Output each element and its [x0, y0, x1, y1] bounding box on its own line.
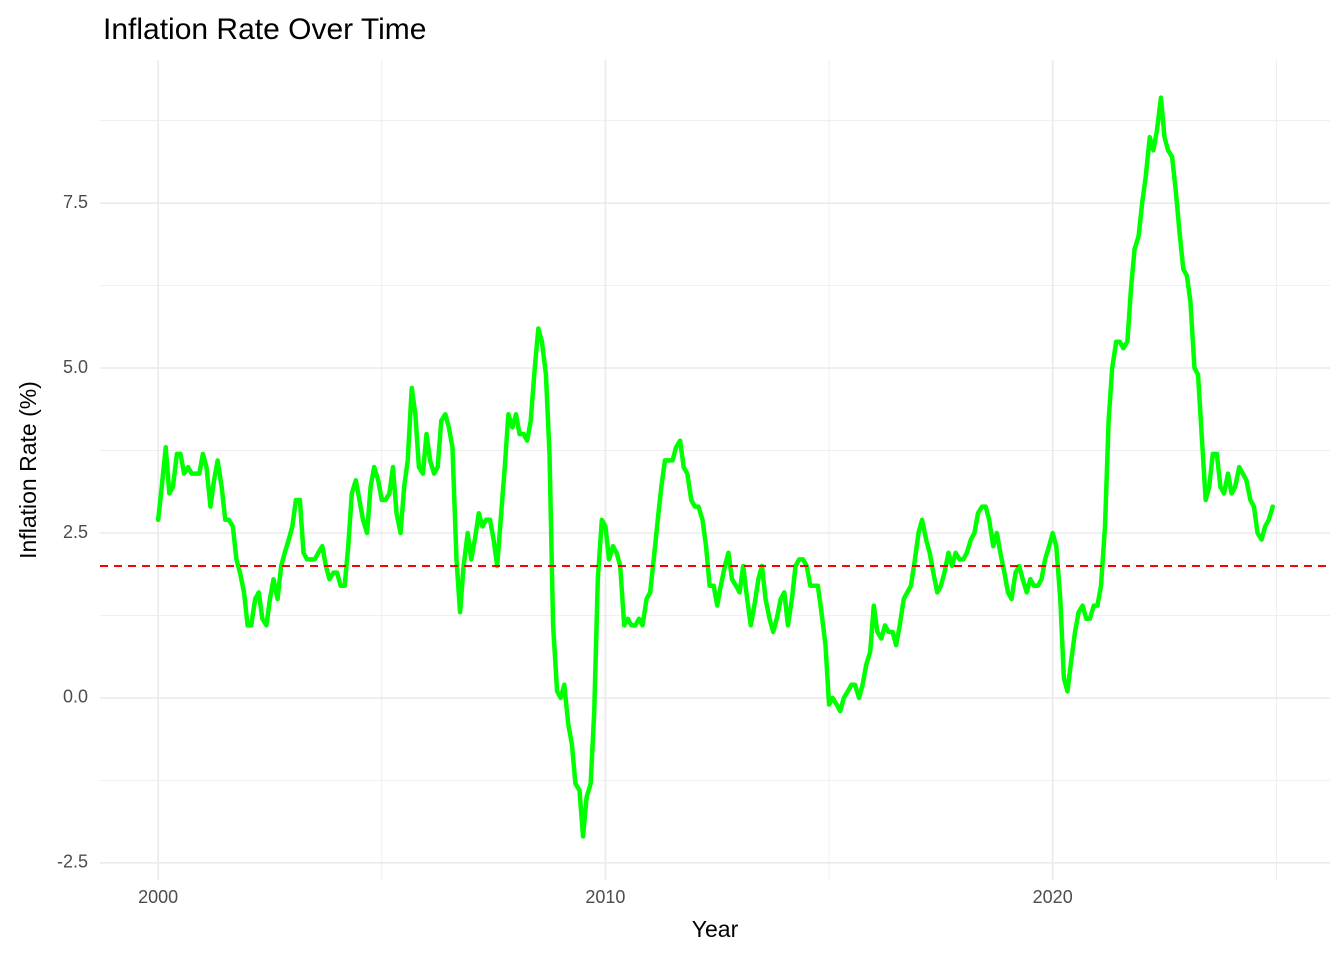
y-axis-title: Inflation Rate (%): [15, 381, 41, 559]
data-line: [155, 95, 1275, 839]
grid: [100, 60, 1330, 880]
y-tick-label: -2.5: [57, 852, 88, 872]
x-tick-label: 2000: [138, 887, 178, 907]
x-tick-label: 2020: [1033, 887, 1073, 907]
x-axis-title: Year: [692, 916, 739, 942]
y-tick-label: 2.5: [63, 522, 88, 542]
x-tick-label: 2010: [585, 887, 625, 907]
y-tick-label: 0.0: [63, 687, 88, 707]
y-tick-label: 5.0: [63, 357, 88, 377]
chart-title: Inflation Rate Over Time: [103, 13, 426, 46]
y-tick-label: 7.5: [63, 192, 88, 212]
